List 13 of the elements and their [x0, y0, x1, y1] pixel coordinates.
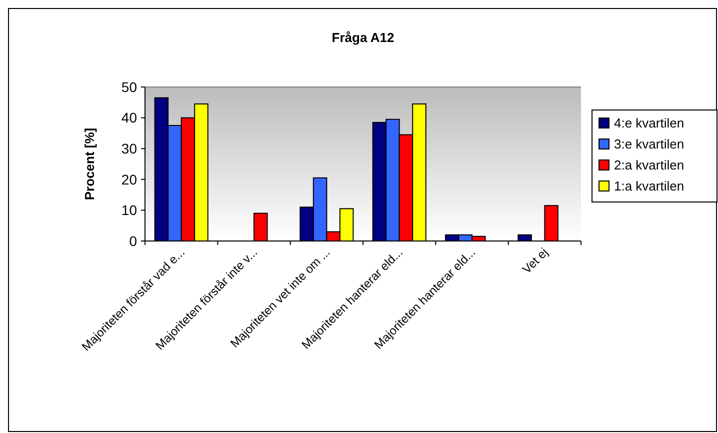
y-axis-title: Procent [%]: [82, 128, 97, 200]
x-tick-label: Vet ej: [520, 245, 551, 276]
y-tick-label: 50: [121, 78, 138, 95]
legend-label: 1:a kvartilen: [614, 178, 684, 194]
legend-label: 4:e kvartilen: [614, 116, 684, 131]
y-tick-label: 10: [121, 202, 138, 218]
legend-label: 2:a kvartilen: [614, 158, 684, 173]
y-tick-label: 30: [121, 140, 138, 156]
legend-label: 3:e kvartilen: [614, 136, 684, 152]
y-tick-label: 0: [129, 232, 138, 249]
chart-title: Fråga A12: [332, 30, 394, 45]
y-tick-label: 40: [121, 110, 138, 126]
y-tick-label: 20: [121, 171, 138, 188]
